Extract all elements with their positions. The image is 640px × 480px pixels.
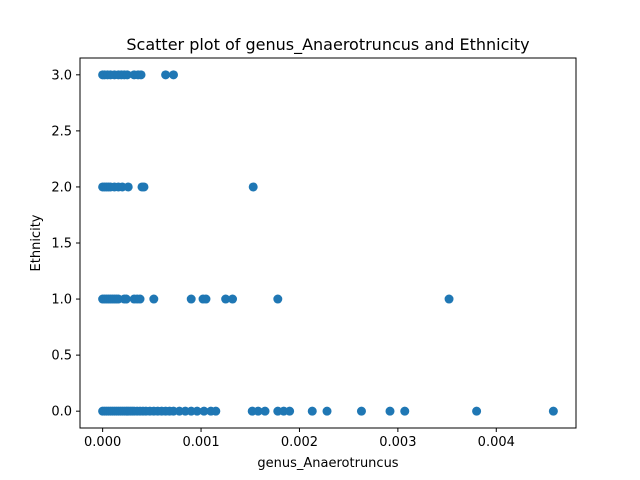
scatter-point	[211, 406, 221, 416]
x-tick-label: 0.000	[84, 435, 121, 450]
scatter-point	[186, 294, 196, 304]
scatter-point	[135, 294, 145, 304]
scatter-point	[307, 406, 317, 416]
scatter-point	[192, 406, 202, 416]
scatter-point	[201, 294, 211, 304]
scatter-point	[273, 294, 283, 304]
y-tick-label: 2.5	[51, 124, 72, 139]
data-points	[98, 70, 558, 416]
scatter-point	[121, 294, 131, 304]
scatter-point	[228, 294, 238, 304]
scatter-point	[139, 182, 149, 192]
y-tick-label: 1.0	[51, 293, 72, 308]
scatter-point	[322, 406, 332, 416]
scatter-point	[199, 406, 209, 416]
scatter-point	[136, 70, 146, 80]
y-tick-label: 0.0	[51, 405, 72, 420]
scatter-point	[253, 406, 263, 416]
plot-background	[80, 58, 576, 428]
scatter-point	[260, 406, 270, 416]
scatter-point	[444, 294, 454, 304]
y-tick-label: 2.0	[51, 180, 72, 195]
y-tick-label: 3.0	[51, 68, 72, 83]
scatter-point	[168, 70, 178, 80]
plot-frame	[79, 57, 577, 429]
scatter-point	[123, 182, 133, 192]
scatter-point	[356, 406, 366, 416]
x-tick-label: 0.003	[379, 435, 416, 450]
x-axis-ticks: 0.000 0.001 0.002 0.003 0.004	[84, 428, 515, 450]
y-axis-label: Ethnicity	[29, 214, 44, 271]
x-tick-label: 0.004	[478, 435, 515, 450]
y-axis-ticks: 0.0 0.5 1.0 1.5 2.0 2.5 3.0	[51, 68, 80, 420]
x-axis-label: genus_Anaerotruncus	[257, 456, 398, 471]
y-tick-label: 1.5	[51, 237, 72, 252]
chart-title: Scatter plot of genus_Anaerotruncus and …	[126, 35, 529, 55]
scatter-point	[400, 406, 410, 416]
scatter-point	[122, 70, 132, 80]
scatter-point	[472, 406, 482, 416]
scatter-point	[149, 294, 159, 304]
plot-area	[80, 58, 576, 428]
scatter-point	[221, 294, 231, 304]
x-tick-label: 0.001	[182, 435, 219, 450]
y-tick-label: 0.5	[51, 349, 72, 364]
scatter-point	[161, 70, 171, 80]
x-tick-label: 0.002	[281, 435, 318, 450]
scatter-point	[548, 406, 558, 416]
scatter-point	[285, 406, 295, 416]
scatter-point	[385, 406, 395, 416]
scatter-point	[248, 182, 258, 192]
